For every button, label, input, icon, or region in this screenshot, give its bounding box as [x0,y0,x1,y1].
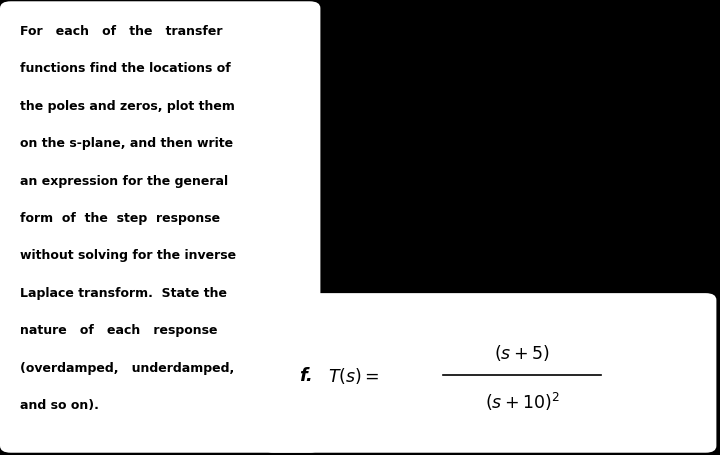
Text: on the s-plane, and then write: on the s-plane, and then write [20,137,233,150]
Text: nature   of   each   response: nature of each response [20,324,217,337]
Text: functions find the locations of: functions find the locations of [20,62,231,76]
Text: an expression for the general: an expression for the general [20,174,228,187]
Text: f.: f. [299,366,312,384]
Text: (overdamped,   underdamped,: (overdamped, underdamped, [20,361,235,374]
Text: $(s+5)$: $(s+5)$ [494,343,550,363]
Text: the poles and zeros, plot them: the poles and zeros, plot them [20,100,235,113]
FancyBboxPatch shape [263,293,716,453]
Text: For   each   of   the   transfer: For each of the transfer [20,25,222,38]
Text: $(s+10)^2$: $(s+10)^2$ [485,390,559,412]
Text: and so on).: and so on). [20,398,99,411]
Text: Laplace transform.  State the: Laplace transform. State the [20,286,228,299]
Text: form  of  the  step  response: form of the step response [20,212,220,225]
Text: $T(s) =$: $T(s) =$ [328,365,379,385]
Text: without solving for the inverse: without solving for the inverse [20,249,236,262]
FancyBboxPatch shape [0,2,320,453]
